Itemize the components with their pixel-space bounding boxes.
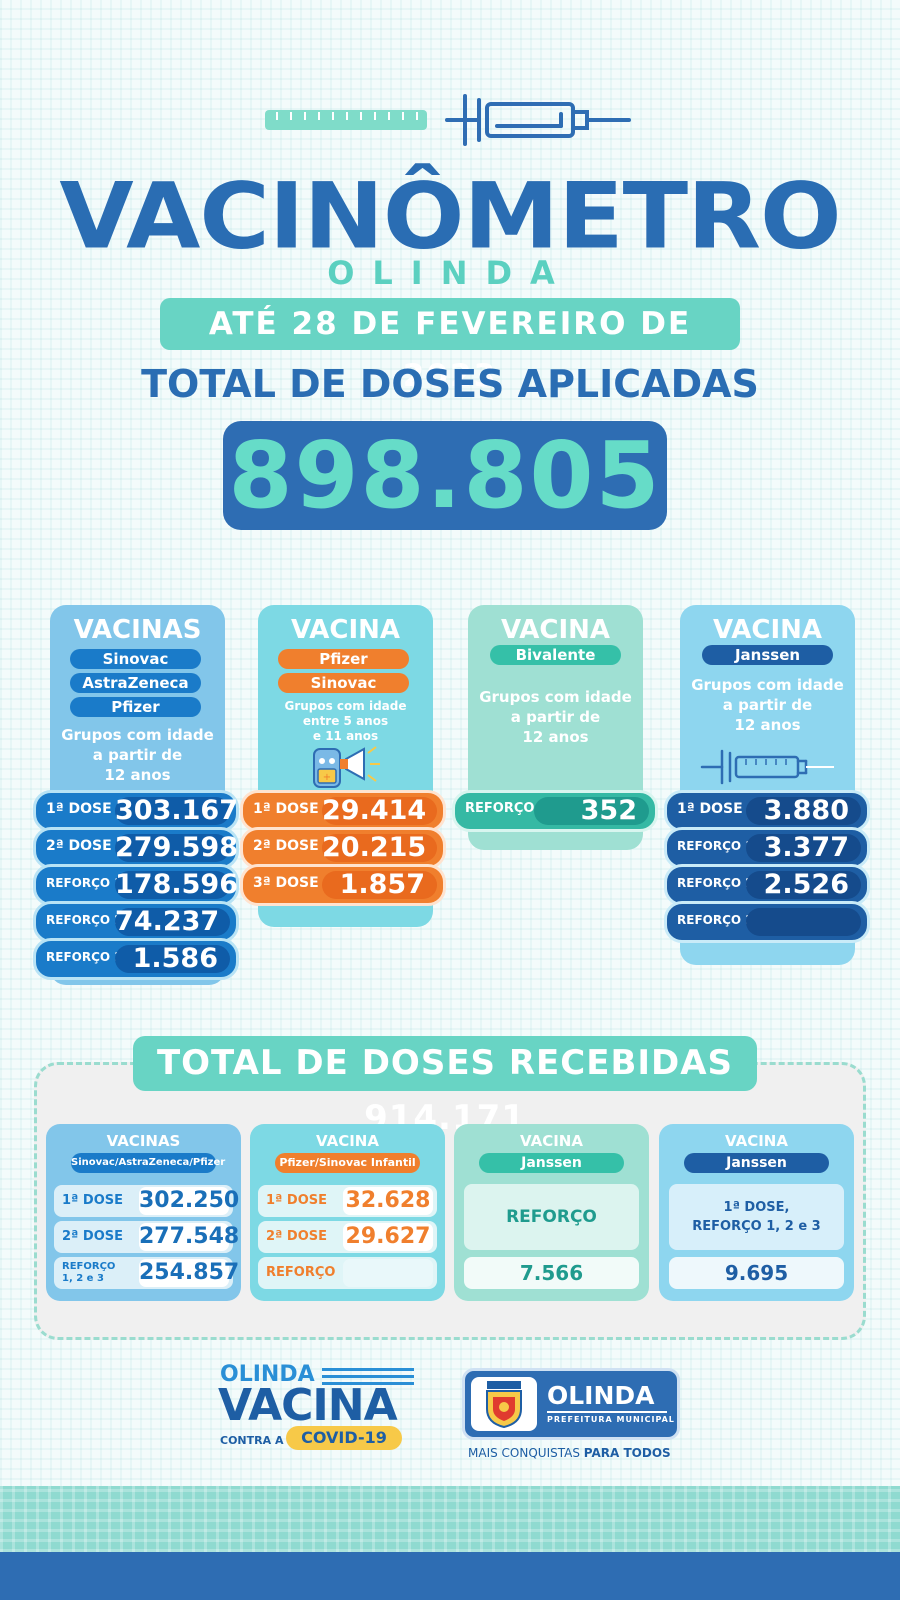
vaccine-mascot-icon: + — [313, 746, 380, 788]
slogan: MAIS CONQUISTAS PARA TODOS — [468, 1446, 671, 1460]
footer-stripe — [0, 1486, 900, 1552]
received-card-kids: VACINA Pfizer/Sinovac Infantil 1ª DOSE 3… — [250, 1124, 445, 1301]
dose-row: 3ª DOSE 1.857 — [240, 864, 446, 906]
age-group-text: Grupos com idade a partir de 12 anos — [479, 688, 632, 746]
dose-row: REFORÇO 3 1.586 — [33, 938, 239, 980]
card-title: VACINA — [520, 1132, 583, 1150]
date-banner: ATÉ 28 DE FEVEREIRO DE 2023 — [160, 298, 740, 394]
syringe-icon — [700, 749, 834, 785]
dose-row: REFORÇO 2 74.237 — [33, 901, 239, 943]
dose-row: REFORÇO 3 — [664, 901, 870, 943]
vaccine-pill: Bivalente — [490, 645, 621, 665]
received-value: 9.695 — [669, 1257, 844, 1289]
received-label-box: 1ª DOSE, REFORÇO 1, 2 e 3 — [669, 1184, 844, 1250]
received-row: REFORÇO — [258, 1257, 437, 1289]
age-group-text: Grupos com idade a partir de 12 anos — [61, 726, 214, 784]
vaccine-pill: Pfizer — [278, 649, 409, 669]
page-subtitle: OLINDA — [327, 254, 573, 292]
card-title: VACINA — [725, 1132, 788, 1150]
applied-heading: TOTAL DE DOSES APLICADAS — [141, 362, 759, 406]
applied-total-box — [223, 421, 667, 530]
received-banner: TOTAL DE DOSES RECEBIDAS 914.171 — [133, 1036, 757, 1138]
vaccine-pill: Pfizer/Sinovac Infantil — [275, 1153, 420, 1173]
card-title: VACINAS — [73, 615, 202, 645]
svg-text:+: + — [323, 772, 331, 783]
footer-bar — [0, 1552, 900, 1600]
applied-total-value: 898.805 — [228, 422, 662, 529]
card-title: VACINA — [500, 615, 611, 645]
dose-row: 1ª DOSE 29.414 — [240, 790, 446, 832]
dose-row: REFORÇO 1 178.596 — [33, 864, 239, 906]
card-title: VACINA — [290, 615, 401, 645]
dose-row: 2ª DOSE 279.598 — [33, 827, 239, 869]
vaccine-pill: AstraZeneca — [70, 673, 201, 693]
vaccine-pill: Sinovac — [70, 649, 201, 669]
card-title: VACINAS — [106, 1132, 181, 1150]
dose-row: 1ª DOSE 303.167 — [33, 790, 239, 832]
city-crest-icon — [486, 1381, 522, 1429]
received-row: 2ª DOSE 277.548 — [54, 1221, 239, 1253]
vaccine-pill: Janssen — [702, 645, 833, 665]
syringe-icon — [265, 94, 631, 146]
received-card-janssen-all: VACINA Janssen 1ª DOSE, REFORÇO 1, 2 e 3… — [659, 1124, 854, 1301]
received-card-janssen-booster: VACINA Janssen REFORÇO 7.566 — [454, 1124, 649, 1301]
age-group-text: Grupos com idade entre 5 anos e 11 anos — [284, 699, 407, 743]
card-title: VACINA — [316, 1132, 379, 1150]
received-label-box: REFORÇO — [464, 1184, 639, 1250]
page-title: VACINÔMETRO — [59, 162, 841, 270]
age-group-text: Grupos com idade a partir de 12 anos — [691, 676, 844, 734]
dose-row: 1ª DOSE 3.880 — [664, 790, 870, 832]
received-value: 7.566 — [464, 1257, 639, 1289]
vaccine-pill: Pfizer — [70, 697, 201, 717]
vaccine-pill: Sinovac — [278, 673, 409, 693]
vaccine-pill: Sinovac/AstraZeneca/Pfizer — [71, 1153, 225, 1173]
dose-row: REFORÇO 2 2.526 — [664, 864, 870, 906]
received-row: 1ª DOSE 302.250 — [54, 1185, 239, 1217]
dose-row: 2ª DOSE 20.215 — [240, 827, 446, 869]
received-row: 1ª DOSE 32.628 — [258, 1185, 437, 1217]
dose-row: REFORÇO 352 — [452, 790, 658, 832]
dose-row: REFORÇO 1 3.377 — [664, 827, 870, 869]
received-card-adult: VACINAS Sinovac/AstraZeneca/Pfizer 1ª DO… — [46, 1124, 241, 1301]
vaccine-pill: Janssen — [684, 1153, 829, 1173]
city-logo: OLINDA PREFEITURA MUNICIPAL — [462, 1368, 680, 1440]
vaccine-pill: Janssen — [479, 1153, 624, 1173]
card-title: VACINA — [712, 615, 823, 645]
received-row: 2ª DOSE 29.627 — [258, 1221, 437, 1253]
received-row: REFORÇO 1, 2 e 3 254.857 — [54, 1257, 239, 1289]
campaign-logo: OLINDA VACINA CONTRA A COVID-19 — [218, 1362, 420, 1458]
